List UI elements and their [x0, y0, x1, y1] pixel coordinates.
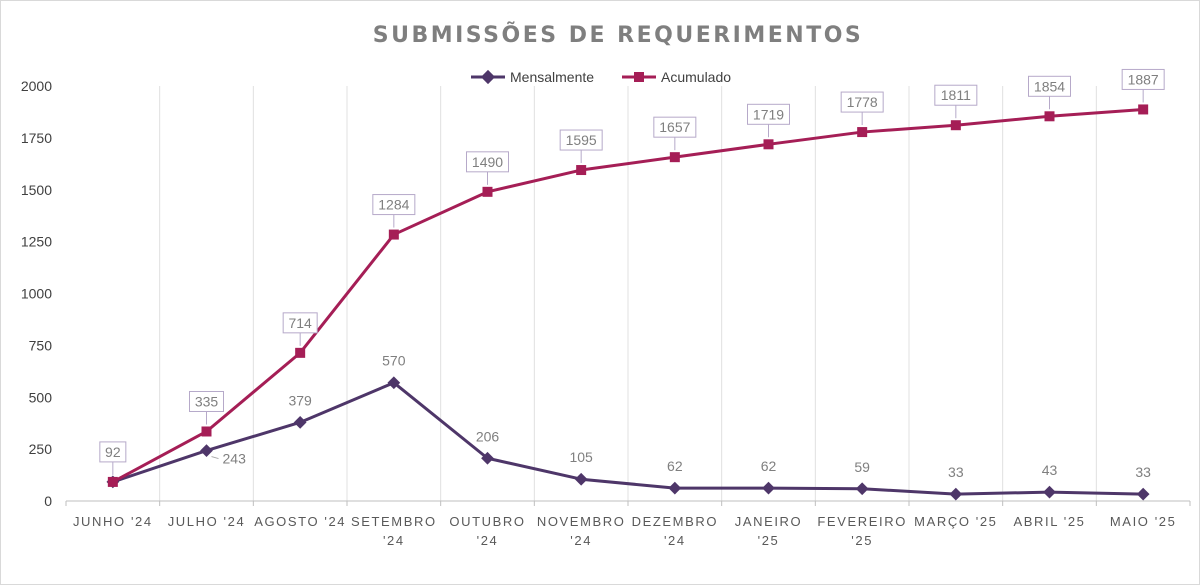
data-label-acumulado: 92	[105, 444, 121, 460]
data-point-mensalmente	[762, 481, 775, 495]
data-label-mensalmente: 62	[761, 458, 777, 474]
y-tick-label: 1750	[21, 130, 52, 146]
data-label-acumulado: 1719	[753, 106, 784, 122]
data-label-mensalmente: 379	[288, 392, 312, 408]
data-point-acumulado	[1044, 111, 1055, 122]
data-label-acumulado: 1887	[1128, 71, 1159, 87]
legend: Mensalmente Acumulado	[471, 69, 731, 85]
data-label-leader	[211, 456, 219, 460]
y-tick-label: 750	[29, 337, 53, 353]
y-tick-label: 0	[44, 493, 52, 509]
x-axis: JUNHO '24 JULHO '24 AGOSTO '24 SETEMBRO '24 O…	[73, 514, 1177, 548]
data-point-acumulado	[950, 120, 961, 131]
y-tick-label: 500	[29, 389, 53, 405]
data-labels: 243 379 570 206 105 62 62 59 33 43 33 92 335 714 1284 1…	[99, 68, 1165, 480]
data-point-mensalmente	[293, 415, 307, 429]
data-point-mensalmente	[574, 472, 588, 486]
series-line-acumulado	[112, 107, 1144, 484]
data-label-mensalmente: 59	[854, 459, 870, 475]
x-tick-label: FEVEREIRO	[817, 514, 907, 529]
x-tick-label: '24	[570, 533, 592, 548]
data-label-mensalmente: 43	[1042, 462, 1058, 478]
y-tick-label: 1000	[21, 286, 52, 302]
data-label-mensalmente: 206	[476, 428, 500, 444]
data-label-acumulado: 1811	[941, 87, 971, 103]
data-point-acumulado	[201, 426, 212, 437]
data-point-mensalmente	[855, 482, 869, 496]
series-line-mensalmente	[112, 381, 1144, 496]
data-label-acumulado: 335	[195, 393, 219, 409]
x-tick-label: JANEIRO	[735, 514, 803, 529]
x-tick-label: JULHO '24	[168, 514, 246, 529]
legend-mensalmente-label: Mensalmente	[510, 69, 594, 85]
y-tick-label: 1500	[21, 182, 52, 198]
data-label-acumulado: 1595	[566, 132, 597, 148]
data-point-acumulado	[295, 347, 306, 358]
data-point-mensalmente	[949, 487, 963, 501]
data-point-acumulado	[107, 476, 118, 487]
x-tick-label: '25	[851, 533, 873, 548]
data-point-acumulado	[763, 139, 774, 150]
data-label-acumulado: 1490	[472, 154, 503, 170]
x-tick-label: DEZEMBRO	[632, 514, 718, 529]
data-point-acumulado	[1138, 104, 1149, 115]
data-point-acumulado	[482, 186, 493, 197]
data-label-acumulado: 1284	[378, 197, 409, 213]
data-label-mensalmente: 243	[223, 451, 247, 467]
x-tick-label: JUNHO '24	[73, 514, 153, 529]
y-tick-label: 250	[29, 441, 53, 457]
data-point-mensalmente	[200, 444, 213, 457]
data-point-mensalmente	[1136, 487, 1150, 501]
x-tick-label: AGOSTO '24	[254, 514, 346, 529]
x-tick-label: ABRIL '25	[1013, 514, 1085, 529]
data-label-mensalmente: 62	[667, 458, 683, 474]
data-label-mensalmente: 33	[948, 464, 964, 480]
x-tick-label: MAIO '25	[1110, 514, 1177, 529]
x-tick-label: MARÇO '25	[914, 514, 997, 529]
data-label-mensalmente: 570	[382, 353, 406, 369]
data-point-mensalmente	[1043, 485, 1056, 499]
chart-title: SUBMISSÕES DE REQUERIMENTOS	[373, 22, 864, 48]
data-label-acumulado: 714	[288, 315, 312, 331]
data-point-mensalmente	[387, 376, 401, 390]
data-point-acumulado	[388, 229, 399, 240]
legend-mensalmente-marker	[480, 69, 496, 85]
y-axis: 0 250 500 750 1000 1250 1500 1750 2000	[21, 78, 52, 509]
data-point-acumulado	[857, 127, 868, 138]
data-label-acumulado: 1854	[1034, 78, 1065, 94]
data-point-acumulado	[576, 165, 587, 176]
y-tick-label: 2000	[21, 78, 52, 94]
legend-acumulado-marker	[634, 72, 644, 82]
x-tick-label: '24	[383, 533, 405, 548]
x-tick-label: OUTUBRO	[449, 514, 525, 529]
y-tick-label: 1250	[21, 234, 52, 250]
data-label-acumulado: 1778	[847, 94, 878, 110]
gridlines	[65, 86, 1191, 506]
data-point-mensalmente	[481, 451, 494, 465]
x-tick-label: '24	[664, 533, 686, 548]
data-label-mensalmente: 105	[569, 449, 593, 465]
data-point-acumulado	[669, 152, 680, 163]
x-tick-label: '24	[477, 533, 499, 548]
x-tick-label: '25	[758, 533, 780, 548]
x-tick-label: NOVEMBRO	[537, 514, 626, 529]
x-tick-label: SETEMBRO	[351, 514, 437, 529]
data-label-acumulado: 1657	[659, 119, 690, 135]
legend-acumulado-label: Acumulado	[661, 69, 731, 85]
data-point-mensalmente	[668, 481, 682, 495]
data-label-mensalmente: 33	[1135, 464, 1151, 480]
